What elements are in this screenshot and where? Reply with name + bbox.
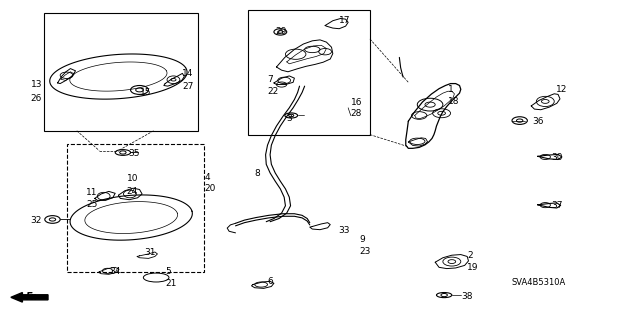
Text: 18: 18 xyxy=(448,97,460,106)
Text: 27: 27 xyxy=(182,82,194,91)
Bar xyxy=(67,144,204,272)
Text: 1: 1 xyxy=(448,85,454,94)
FancyArrow shape xyxy=(11,293,48,302)
Text: 20: 20 xyxy=(205,184,216,193)
Text: 24: 24 xyxy=(127,187,138,196)
Text: 2: 2 xyxy=(467,251,473,260)
Text: 8: 8 xyxy=(255,169,260,178)
Text: 31: 31 xyxy=(144,248,156,257)
Text: 4: 4 xyxy=(205,173,211,182)
Text: 19: 19 xyxy=(467,263,479,272)
Text: 5: 5 xyxy=(165,267,171,276)
Text: 12: 12 xyxy=(556,85,567,94)
Text: 3: 3 xyxy=(287,114,292,122)
Text: 38: 38 xyxy=(461,292,472,300)
Text: Fr.: Fr. xyxy=(26,292,38,302)
Text: 35: 35 xyxy=(128,149,140,158)
Text: 11: 11 xyxy=(86,189,98,197)
Text: 7: 7 xyxy=(268,75,273,84)
Bar xyxy=(44,13,198,131)
Text: 25: 25 xyxy=(86,200,98,209)
Text: 37: 37 xyxy=(552,201,563,210)
Text: 21: 21 xyxy=(165,279,177,288)
Text: 14: 14 xyxy=(182,69,194,78)
Text: 10: 10 xyxy=(127,174,138,183)
Text: 22: 22 xyxy=(268,87,279,96)
Text: 15: 15 xyxy=(140,88,151,97)
Text: 6: 6 xyxy=(268,277,273,286)
Text: 28: 28 xyxy=(351,109,362,118)
Text: 32: 32 xyxy=(31,216,42,225)
Text: SVA4B5310A: SVA4B5310A xyxy=(512,278,566,287)
Text: 17: 17 xyxy=(339,16,351,25)
Text: 29: 29 xyxy=(275,27,287,36)
Text: 16: 16 xyxy=(351,98,362,107)
Text: 36: 36 xyxy=(532,117,544,126)
Text: 33: 33 xyxy=(338,226,349,235)
Bar xyxy=(248,10,370,135)
Text: 23: 23 xyxy=(360,247,371,256)
Text: 9: 9 xyxy=(360,235,365,244)
Text: 13: 13 xyxy=(31,80,42,89)
Text: 26: 26 xyxy=(31,94,42,103)
Text: 30: 30 xyxy=(552,153,563,162)
Text: 34: 34 xyxy=(109,267,120,276)
